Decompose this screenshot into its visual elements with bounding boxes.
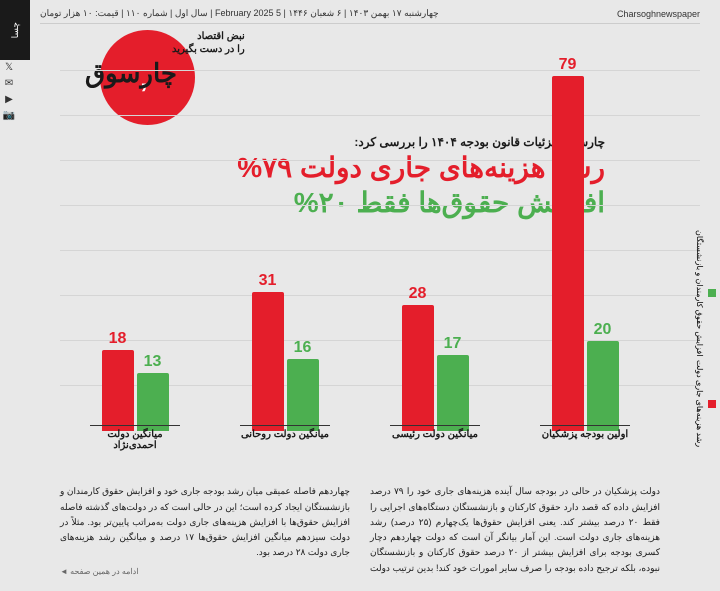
sidebar-label: چسا [10,22,20,38]
legend-item-red: رشد هزینه‌های جاری دولت [695,360,716,447]
x-label: میانگین دولت رئیسی [390,425,480,451]
youtube-icon[interactable]: ▶ [2,94,16,108]
bar-green: 17 [437,355,469,432]
legend: افزایش حقوق کارمندان و بازنشستگان رشد هز… [695,230,716,448]
header: Charsoghnewspaper چهارشنبه ۱۷ بهمن ۱۴۰۳ … [40,8,700,24]
x-labels: اولین بودجه پزشکیان میانگین دولت رئیسی میا… [60,425,660,451]
bar-green: 13 [137,373,169,432]
bar-group: 1728 [402,305,469,431]
continue-link[interactable]: ادامه در همین صفحه ◄ [60,567,138,576]
x-icon[interactable]: 𝕏 [2,62,16,76]
x-label: اولین بودجه پزشکیان [540,425,630,451]
legend-swatch-red [708,400,716,408]
bar-value: 17 [444,335,462,353]
chart-area: 1020304050607080 2079172816311318 اولین … [60,60,700,451]
bar-red: 28 [402,305,434,431]
bar-value: 28 [409,285,427,303]
bar-value: 31 [259,272,277,290]
instagram-icon[interactable]: 📷 [2,110,16,124]
x-label: میانگین دولت روحانی [240,425,330,451]
bar-green: 20 [587,341,619,431]
bar-red: 79 [552,76,584,432]
x-label: میانگین دولت احمدی‌نژاد [90,425,180,451]
social-icons: 𝕏 ✉ ▶ 📷 [2,62,16,124]
legend-swatch-green [708,289,716,297]
bar-green: 16 [287,359,319,431]
bar-value: 16 [294,339,312,357]
date-line: چهارشنبه ۱۷ بهمن ۱۴۰۳ | ۶ شعبان ۱۴۴۶ | 5… [40,8,439,19]
bar-group: 1631 [252,292,319,432]
tagline: نبض اقتصاد را در دست بگیرید [172,30,245,56]
newspaper-handle: Charsoghnewspaper [617,9,700,19]
bar-red: 31 [252,292,284,432]
bar-value: 18 [109,330,127,348]
body-text: دولت پزشکیان در حالی در بودجه سال آینده … [60,484,660,576]
legend-text-green: افزایش حقوق کارمندان و بازنشستگان [695,230,704,356]
mail-icon[interactable]: ✉ [2,78,16,92]
bar-group: 1318 [102,350,169,431]
legend-text-red: رشد هزینه‌های جاری دولت [695,360,704,447]
bar-value: 20 [594,321,612,339]
sidebar-tab: چسا [0,0,30,60]
bars-container: 2079172816311318 [60,71,660,431]
bar-group: 2079 [552,76,619,432]
bar-value: 13 [144,353,162,371]
bar-value: 79 [559,56,577,74]
legend-item-green: افزایش حقوق کارمندان و بازنشستگان [695,230,716,356]
bar-red: 18 [102,350,134,431]
